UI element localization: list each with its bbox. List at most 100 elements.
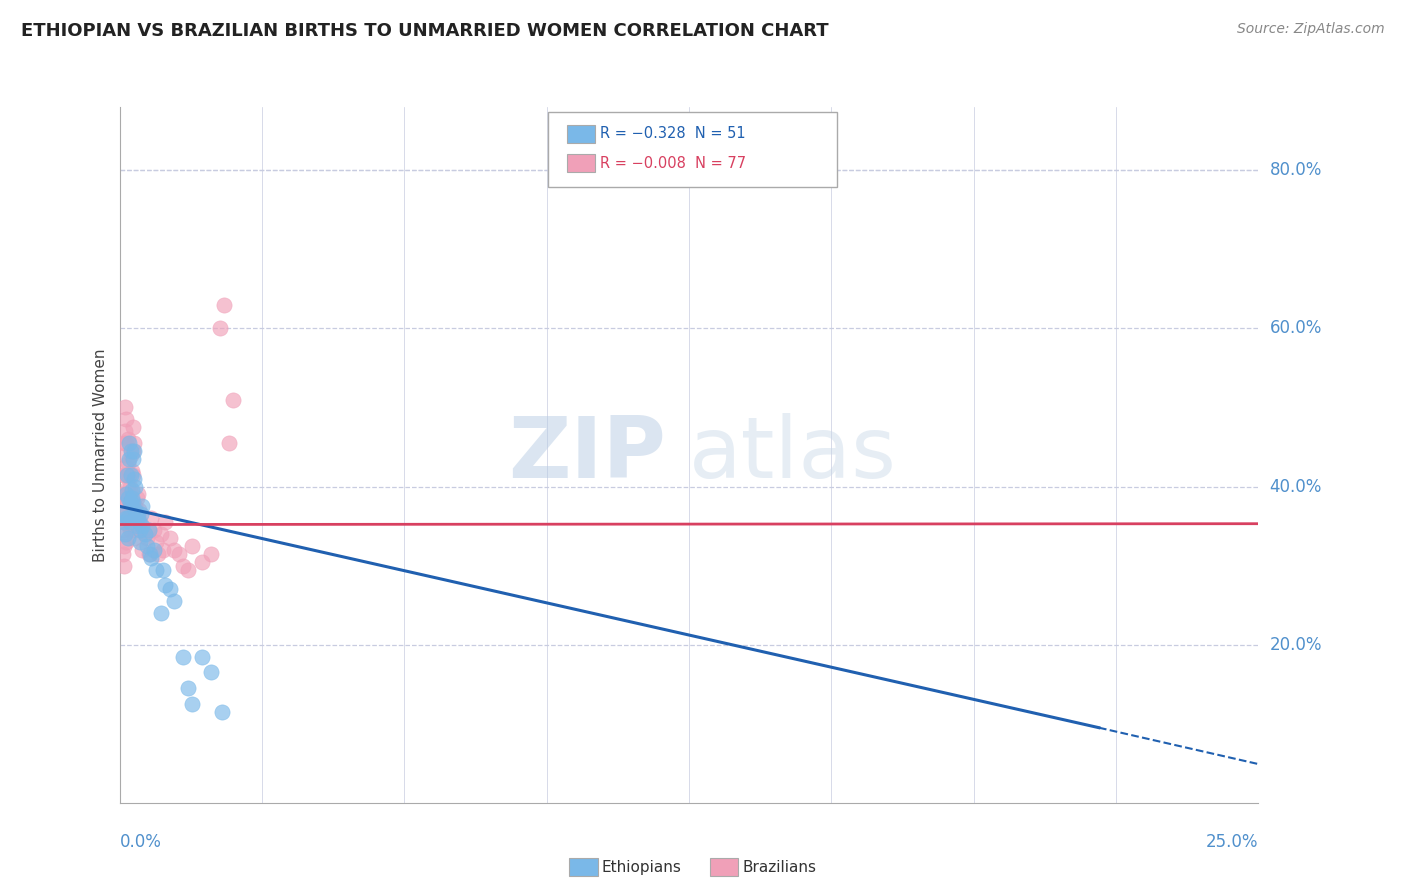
- Point: [112, 507, 135, 521]
- Point: [218, 436, 240, 450]
- Point: [114, 527, 136, 541]
- Point: [114, 515, 136, 529]
- Point: [122, 472, 145, 486]
- Point: [172, 558, 194, 573]
- Point: [117, 467, 139, 482]
- Y-axis label: Births to Unmarried Women: Births to Unmarried Women: [93, 348, 108, 562]
- Point: [120, 444, 142, 458]
- Point: [118, 523, 141, 537]
- Point: [114, 424, 136, 438]
- Point: [122, 436, 145, 450]
- Point: [145, 534, 167, 549]
- Point: [127, 487, 149, 501]
- Point: [115, 511, 138, 525]
- Point: [134, 527, 156, 541]
- Point: [121, 515, 143, 529]
- Point: [159, 531, 181, 545]
- Point: [112, 507, 135, 521]
- Point: [125, 491, 148, 506]
- Point: [121, 483, 143, 498]
- Point: [181, 539, 204, 553]
- Point: [131, 542, 153, 557]
- Point: [131, 519, 153, 533]
- Point: [118, 503, 141, 517]
- Point: [124, 503, 146, 517]
- Point: [190, 649, 212, 664]
- Point: [208, 321, 231, 335]
- Point: [124, 523, 146, 537]
- Point: [177, 681, 200, 695]
- Point: [127, 507, 149, 521]
- Point: [128, 503, 150, 517]
- Point: [117, 451, 139, 466]
- Point: [138, 523, 160, 537]
- Point: [112, 487, 135, 501]
- Point: [145, 563, 167, 577]
- Point: [120, 467, 142, 482]
- Text: R = −0.008  N = 77: R = −0.008 N = 77: [600, 156, 747, 170]
- Point: [115, 487, 138, 501]
- Point: [112, 547, 135, 561]
- Text: Ethiopians: Ethiopians: [602, 860, 682, 874]
- Point: [114, 448, 136, 462]
- Point: [112, 495, 135, 509]
- Point: [125, 515, 148, 529]
- Point: [120, 487, 142, 501]
- Point: [142, 523, 165, 537]
- Point: [117, 519, 139, 533]
- Text: 60.0%: 60.0%: [1270, 319, 1322, 337]
- Point: [114, 401, 136, 415]
- Point: [142, 542, 165, 557]
- Point: [117, 432, 139, 446]
- Point: [117, 531, 139, 545]
- Point: [117, 456, 139, 470]
- Point: [115, 459, 138, 474]
- Point: [117, 479, 139, 493]
- Point: [152, 542, 174, 557]
- Point: [172, 649, 194, 664]
- Point: [121, 495, 143, 509]
- Text: 80.0%: 80.0%: [1270, 161, 1322, 179]
- Point: [115, 511, 138, 525]
- Point: [115, 467, 138, 482]
- Point: [112, 436, 135, 450]
- Point: [135, 531, 157, 545]
- Point: [114, 491, 136, 506]
- Point: [122, 531, 145, 545]
- Point: [134, 527, 156, 541]
- Point: [114, 467, 136, 482]
- Text: atlas: atlas: [689, 413, 897, 497]
- Text: 0.0%: 0.0%: [120, 833, 162, 851]
- Text: ETHIOPIAN VS BRAZILIAN BIRTHS TO UNMARRIED WOMEN CORRELATION CHART: ETHIOPIAN VS BRAZILIAN BIRTHS TO UNMARRI…: [21, 22, 828, 40]
- Point: [122, 451, 145, 466]
- Point: [131, 523, 153, 537]
- Point: [128, 515, 150, 529]
- Text: 20.0%: 20.0%: [1270, 636, 1322, 654]
- Point: [129, 515, 152, 529]
- Point: [117, 503, 139, 517]
- Point: [131, 500, 153, 514]
- Point: [112, 558, 135, 573]
- Point: [118, 495, 141, 509]
- Point: [124, 500, 146, 514]
- Text: R = −0.328  N = 51: R = −0.328 N = 51: [600, 127, 747, 141]
- Point: [163, 542, 186, 557]
- Point: [115, 412, 138, 426]
- Point: [200, 665, 222, 680]
- Point: [112, 539, 135, 553]
- Point: [222, 392, 245, 407]
- Text: ZIP: ZIP: [509, 413, 666, 497]
- Text: Brazilians: Brazilians: [742, 860, 817, 874]
- Point: [148, 547, 170, 561]
- Point: [117, 511, 139, 525]
- Point: [149, 527, 172, 541]
- Point: [139, 547, 162, 561]
- Point: [115, 534, 138, 549]
- Point: [118, 515, 141, 529]
- Point: [214, 298, 236, 312]
- Point: [122, 444, 145, 458]
- Point: [135, 539, 157, 553]
- Point: [120, 495, 142, 509]
- Point: [122, 467, 145, 482]
- Point: [117, 436, 139, 450]
